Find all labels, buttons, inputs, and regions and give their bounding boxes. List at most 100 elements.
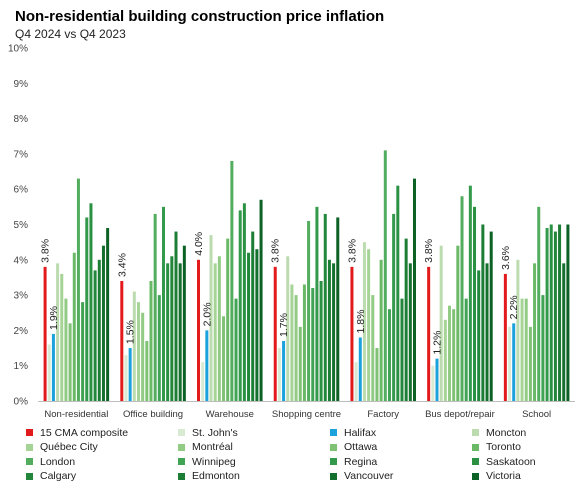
- legend-item: Saskatoon: [472, 455, 572, 469]
- legend-label: Québec City: [40, 441, 98, 453]
- bar: [179, 263, 182, 401]
- bar: [516, 260, 519, 401]
- bar: [324, 214, 327, 401]
- legend-label: Montréal: [192, 441, 233, 453]
- bar: [205, 330, 208, 401]
- bar: [94, 270, 97, 401]
- y-tick-label: 6%: [14, 185, 29, 196]
- legend-label: Toronto: [486, 441, 521, 453]
- bar: [137, 302, 140, 401]
- bar: [380, 260, 383, 401]
- bar: [218, 256, 221, 401]
- bar: [558, 225, 561, 402]
- bar: [226, 239, 229, 401]
- legend-label: Saskatoon: [486, 456, 536, 468]
- data-label: 4.0%: [193, 232, 205, 256]
- data-label: 3.8%: [270, 239, 282, 263]
- bar: [409, 263, 412, 401]
- bar: [431, 366, 434, 401]
- legend-label: Victoria: [486, 470, 521, 482]
- data-label: 3.4%: [116, 253, 128, 277]
- bar: [201, 362, 204, 401]
- bar: [243, 203, 246, 401]
- data-label: 1.5%: [125, 320, 137, 344]
- bar: [546, 228, 549, 401]
- bar: [508, 327, 511, 401]
- legend-label: Edmonton: [192, 470, 240, 482]
- bar: [375, 348, 378, 401]
- bar: [85, 217, 88, 401]
- bar: [251, 232, 254, 401]
- bar: [124, 355, 127, 401]
- y-tick-label: 9%: [14, 79, 29, 90]
- bar: [197, 260, 200, 401]
- bar: [371, 295, 374, 401]
- y-tick-label: 0%: [14, 397, 29, 408]
- data-label: 2.2%: [508, 295, 520, 319]
- bar: [239, 210, 242, 401]
- legend-item: Halifax: [330, 426, 472, 440]
- bar: [154, 214, 157, 401]
- bar: [359, 337, 362, 401]
- bar: [98, 260, 101, 401]
- legend-item: Toronto: [472, 441, 572, 455]
- y-tick-label: 2%: [14, 326, 29, 337]
- bar: [490, 232, 493, 401]
- legend-label: 15 CMA composite: [40, 427, 128, 439]
- bar: [64, 299, 67, 401]
- bar: [175, 232, 178, 401]
- legend-swatch: [26, 473, 33, 480]
- bar: [512, 323, 515, 401]
- bar: [315, 207, 318, 401]
- y-tick-label: 3%: [14, 291, 29, 302]
- bar: [149, 281, 152, 401]
- data-label: 1.7%: [278, 313, 290, 337]
- bar: [448, 306, 451, 401]
- bar: [525, 299, 528, 401]
- bar: [77, 179, 80, 401]
- data-label: 3.8%: [423, 239, 435, 263]
- legend-swatch: [472, 429, 479, 436]
- bar: [170, 256, 173, 401]
- bar: [69, 323, 72, 401]
- legend-swatch: [178, 473, 185, 480]
- y-tick-label: 7%: [14, 149, 29, 160]
- bar: [541, 295, 544, 401]
- legend-item: Québec City: [26, 441, 178, 455]
- bar: [367, 249, 370, 401]
- legend-swatch: [330, 444, 337, 451]
- bar: [388, 309, 391, 401]
- legend-label: St. John's: [192, 427, 238, 439]
- bar: [452, 309, 455, 401]
- bar: [260, 200, 263, 401]
- y-tick-label: 10%: [8, 44, 28, 55]
- bar: [413, 179, 416, 401]
- bar: [477, 270, 480, 401]
- y-tick-label: 4%: [14, 255, 29, 266]
- x-tick-label: Shopping centre: [272, 409, 341, 420]
- legend-label: Vancouver: [344, 470, 393, 482]
- bar: [44, 267, 47, 401]
- bar: [336, 217, 339, 401]
- legend-label: London: [40, 456, 75, 468]
- bar: [222, 316, 225, 401]
- bar: [307, 221, 310, 401]
- bar: [554, 232, 557, 401]
- bar: [48, 345, 51, 401]
- bar: [247, 253, 250, 401]
- legend-item: London: [26, 455, 178, 469]
- legend-swatch: [472, 458, 479, 465]
- bar: [405, 239, 408, 401]
- bar: [350, 267, 353, 401]
- bar: [166, 263, 169, 401]
- bar: [427, 267, 430, 401]
- bar: [303, 285, 306, 401]
- y-tick-label: 5%: [14, 220, 29, 231]
- bar: [396, 186, 399, 401]
- bar: [537, 207, 540, 401]
- legend-label: Regina: [344, 456, 377, 468]
- bar: [465, 299, 468, 401]
- bar: [89, 203, 92, 401]
